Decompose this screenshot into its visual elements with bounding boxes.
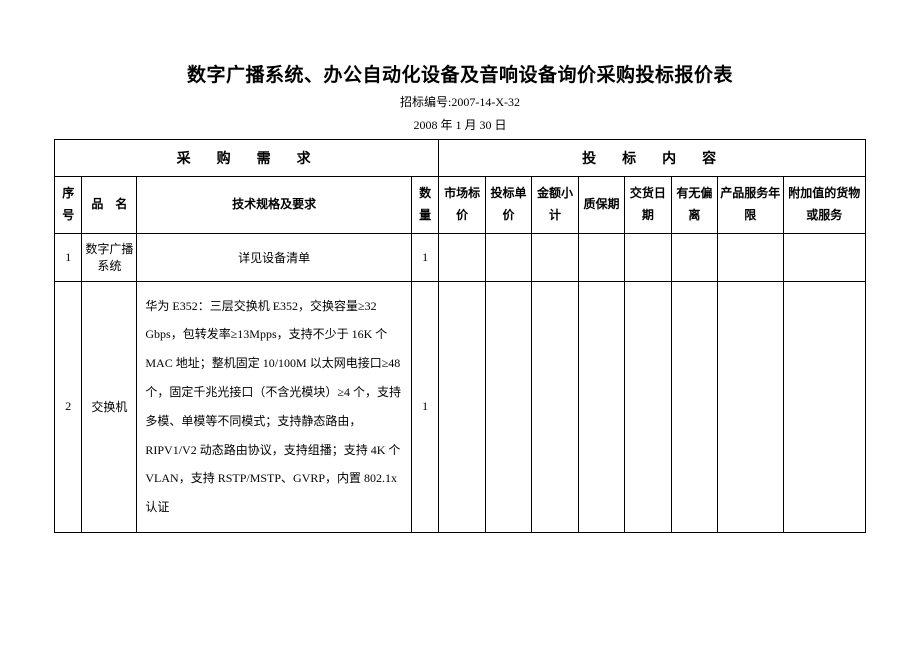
page-title: 数字广播系统、办公自动化设备及音响设备询价采购投标报价表 (54, 60, 866, 87)
cell-bid-price (485, 233, 531, 281)
col-name: 品 名 (82, 177, 137, 233)
col-qty: 数量 (411, 177, 438, 233)
document-page: 数字广播系统、办公自动化设备及音响设备询价采购投标报价表 招标编号:2007-1… (0, 0, 920, 533)
cell-deviation (671, 233, 717, 281)
group-header-row: 采 购 需 求 投 标 内 容 (55, 140, 866, 177)
col-addon: 附加值的货物或服务 (783, 177, 865, 233)
cell-addon (783, 281, 865, 532)
cell-addon (783, 233, 865, 281)
date-line: 2008 年 1 月 30 日 (54, 116, 866, 135)
cell-spec: 华为 E352：三层交换机 E352，交换容量≥32 Gbps，包转发率≥13M… (137, 281, 412, 532)
cell-delivery (625, 281, 671, 532)
cell-name: 交换机 (82, 281, 137, 532)
col-amount: 金额小计 (532, 177, 578, 233)
table-row: 1 数字广播系统 详见设备清单 1 (55, 233, 866, 281)
col-warranty: 质保期 (578, 177, 624, 233)
column-header-row: 序号 品 名 技术规格及要求 数量 市场标价 投标单价 金额小计 质保期 交货日… (55, 177, 866, 233)
cell-amount (532, 281, 578, 532)
cell-warranty (578, 281, 624, 532)
cell-name: 数字广播系统 (82, 233, 137, 281)
col-service-years: 产品服务年限 (718, 177, 783, 233)
table-row: 2 交换机 华为 E352：三层交换机 E352，交换容量≥32 Gbps，包转… (55, 281, 866, 532)
cell-delivery (625, 233, 671, 281)
col-deviation: 有无偏离 (671, 177, 717, 233)
cell-service-years (718, 233, 783, 281)
cell-amount (532, 233, 578, 281)
cell-service-years (718, 281, 783, 532)
cell-deviation (671, 281, 717, 532)
col-delivery: 交货日期 (625, 177, 671, 233)
col-bid-price: 投标单价 (485, 177, 531, 233)
col-seq: 序号 (55, 177, 82, 233)
cell-seq: 2 (55, 281, 82, 532)
cell-bid-price (485, 281, 531, 532)
cell-seq: 1 (55, 233, 82, 281)
quote-table: 采 购 需 求 投 标 内 容 序号 品 名 技术规格及要求 数量 市场标价 投… (54, 139, 866, 533)
cell-market-price (439, 233, 485, 281)
group-header-right: 投 标 内 容 (439, 140, 866, 177)
col-market-price: 市场标价 (439, 177, 485, 233)
cell-warranty (578, 233, 624, 281)
cell-market-price (439, 281, 485, 532)
col-spec: 技术规格及要求 (137, 177, 412, 233)
group-header-left: 采 购 需 求 (55, 140, 439, 177)
cell-qty: 1 (411, 233, 438, 281)
cell-spec: 详见设备清单 (137, 233, 412, 281)
bid-number: 招标编号:2007-14-X-32 (54, 93, 866, 112)
cell-qty: 1 (411, 281, 438, 532)
